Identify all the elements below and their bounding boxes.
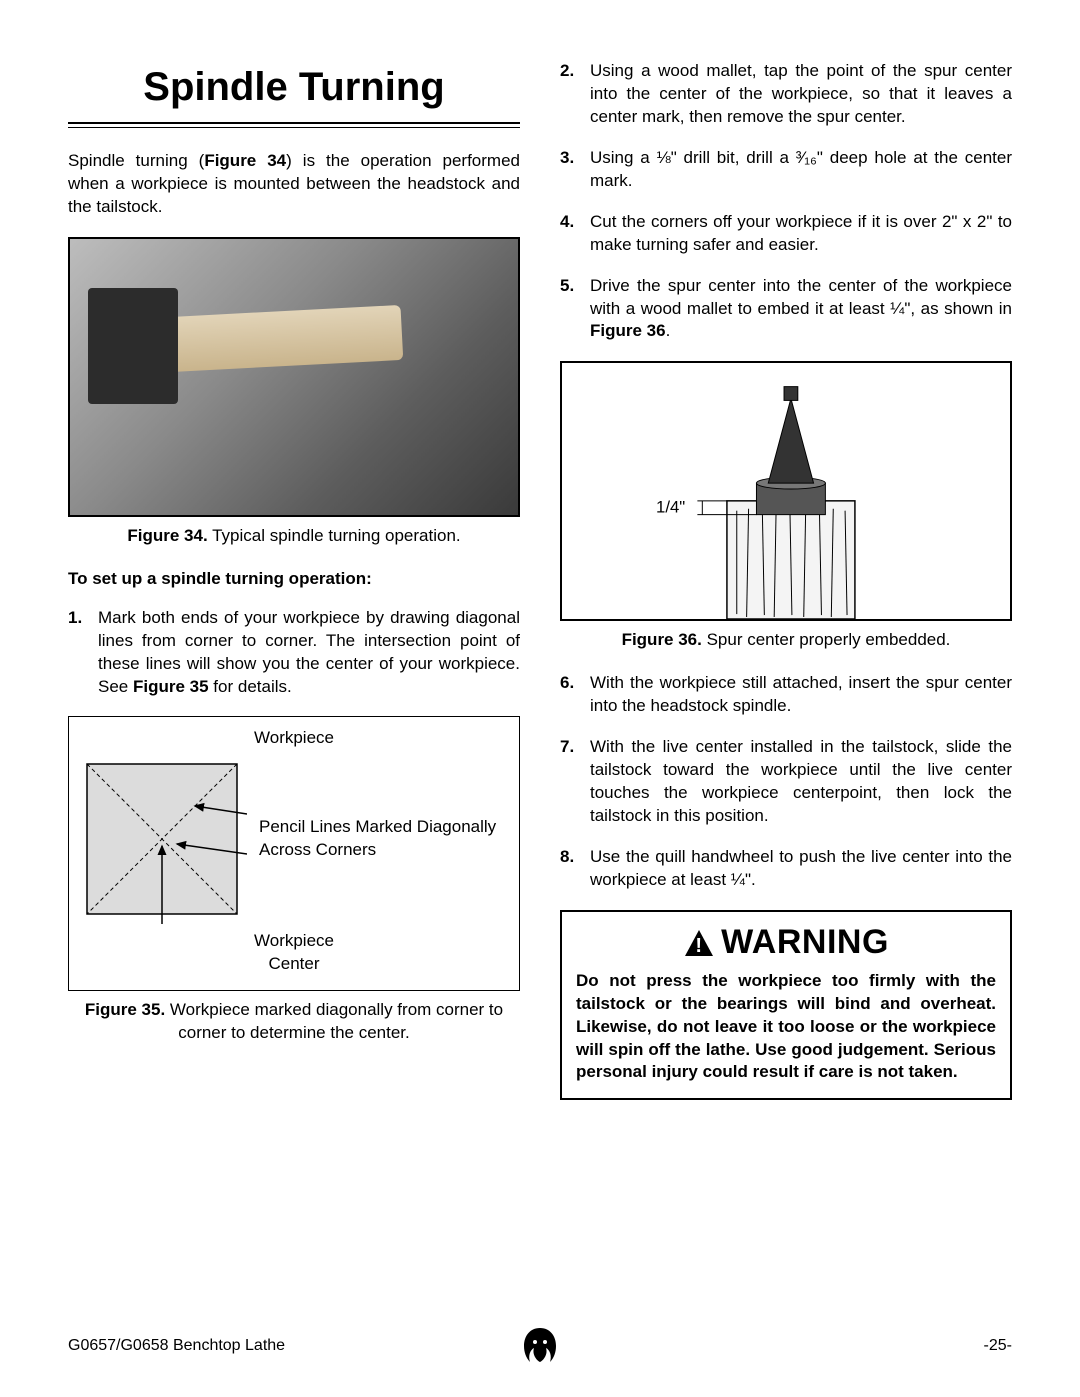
step5-pre: Drive the spur center into the center of… — [590, 276, 1012, 318]
step1-fig: Figure 35 — [133, 677, 209, 696]
warning-icon: ! — [683, 928, 715, 958]
intro-paragraph: Spindle turning (Figure 34) is the opera… — [68, 150, 520, 219]
fig35-label-top: Workpiece — [77, 727, 511, 750]
svg-text:!: ! — [695, 935, 702, 957]
step-6-text: With the workpiece still attached, inser… — [590, 672, 1012, 718]
step-2-num: 2. — [560, 60, 590, 129]
fig34-caption-t: Typical spindle turning operation. — [208, 526, 461, 545]
step-1-num: 1. — [68, 607, 98, 699]
footer-right: -25- — [984, 1335, 1012, 1357]
step1-post: for details. — [209, 677, 292, 696]
fig35-label-bottom2: Center — [268, 954, 319, 973]
step-2: 2. Using a wood mallet, tap the point of… — [560, 60, 1012, 129]
footer-left: G0657/G0658 Benchtop Lathe — [68, 1335, 285, 1357]
step-5-num: 5. — [560, 275, 590, 344]
fig34-caption-b: Figure 34. — [127, 526, 207, 545]
step-6: 6. With the workpiece still attached, in… — [560, 672, 1012, 718]
figure-34-image — [68, 237, 520, 517]
fig35-caption-b: Figure 35. — [85, 1000, 165, 1019]
warning-body: Do not press the workpiece too firmly wi… — [576, 970, 996, 1085]
figure-36-image: 1/4" — [560, 361, 1012, 621]
figure-34-caption: Figure 34. Typical spindle turning opera… — [68, 525, 520, 548]
step-2-text: Using a wood mallet, tap the point of th… — [590, 60, 1012, 129]
fig36-caption-t: Spur center properly embedded. — [702, 630, 951, 649]
step-8-num: 8. — [560, 846, 590, 892]
step-4-num: 4. — [560, 211, 590, 257]
step-5: 5. Drive the spur center into the center… — [560, 275, 1012, 344]
intro-fig-ref: Figure 34 — [204, 151, 286, 170]
brand-logo-icon — [516, 1322, 564, 1370]
fig36-caption-b: Figure 36. — [622, 630, 702, 649]
step-8-text: Use the quill handwheel to push the live… — [590, 846, 1012, 892]
intro-pre: Spindle turning ( — [68, 151, 204, 170]
step-8: 8. Use the quill handwheel to push the l… — [560, 846, 1012, 892]
step-7: 7. With the live center installed in the… — [560, 736, 1012, 828]
figure-35-svg — [77, 754, 247, 924]
warning-title: WARNING — [721, 920, 889, 966]
step-6-num: 6. — [560, 672, 590, 718]
figure-36-caption: Figure 36. Spur center properly embedded… — [560, 629, 1012, 652]
figure-35-box: Workpiece Pencil Lines Mark — [68, 716, 520, 991]
fig35-label-right: Pencil Lines Marked Diagonally Across Co… — [259, 816, 511, 862]
title-rule — [68, 122, 520, 128]
figure-35-caption: Figure 35. Workpiece marked diagonally f… — [68, 999, 520, 1045]
fig35-label-bottom1: Workpiece — [254, 931, 334, 950]
step-3-num: 3. — [560, 147, 590, 193]
setup-heading: To set up a spindle turning operation: — [68, 568, 520, 591]
fig36-dim-label: 1/4" — [656, 498, 685, 517]
step-1: 1. Mark both ends of your workpiece by d… — [68, 607, 520, 699]
step-3: 3. Using a ⅛" drill bit, drill a ³⁄₁₆" d… — [560, 147, 1012, 193]
step-7-num: 7. — [560, 736, 590, 828]
fig35-caption-t: Workpiece marked diagonally from corner … — [165, 1000, 503, 1042]
step5-post: . — [666, 321, 671, 340]
step5-fig: Figure 36 — [590, 321, 666, 340]
warning-box: ! WARNING Do not press the workpiece too… — [560, 910, 1012, 1101]
step-4-text: Cut the corners off your workpiece if it… — [590, 211, 1012, 257]
step-3-text: Using a ⅛" drill bit, drill a ³⁄₁₆" deep… — [590, 147, 1012, 193]
step-7-text: With the live center installed in the ta… — [590, 736, 1012, 828]
page-title: Spindle Turning — [68, 60, 520, 114]
step-4: 4. Cut the corners off your workpiece if… — [560, 211, 1012, 257]
